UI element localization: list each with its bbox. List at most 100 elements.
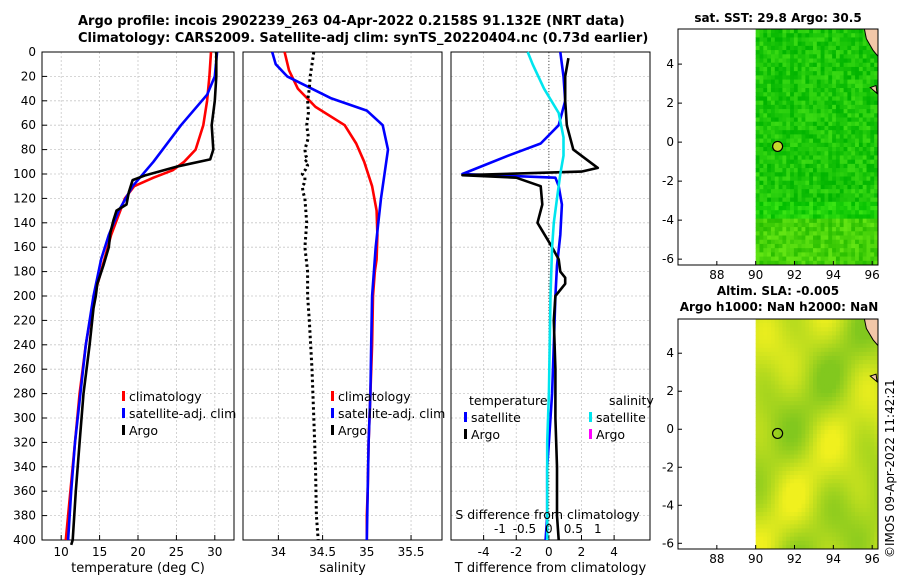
map-cell <box>778 368 783 373</box>
map-cell <box>770 450 776 455</box>
map-cell <box>778 487 783 492</box>
map-cell <box>805 83 810 89</box>
map-cell <box>759 130 764 135</box>
map-cell <box>855 66 860 72</box>
map-cell <box>809 462 814 468</box>
map-cell <box>755 409 760 414</box>
map-cell <box>828 151 833 156</box>
map-cell <box>782 532 787 538</box>
map-cell <box>839 210 844 215</box>
map-cell <box>839 227 844 232</box>
map-cell <box>843 413 848 418</box>
map-cell <box>847 507 852 513</box>
map-cell <box>832 487 837 492</box>
map-cell <box>862 343 867 349</box>
map-cell <box>843 421 848 427</box>
map-cell <box>866 355 871 361</box>
map-cell <box>824 142 829 148</box>
map-cell <box>778 109 783 114</box>
map-cell <box>759 401 764 406</box>
map-cell <box>801 189 806 194</box>
map-cell <box>839 109 844 114</box>
map-cell <box>813 58 818 64</box>
map-cell <box>786 75 791 80</box>
map-cell <box>855 323 860 328</box>
map-cell <box>820 130 825 135</box>
map-cell <box>858 532 864 538</box>
map-cell <box>824 138 829 144</box>
map-cell <box>755 92 760 97</box>
map-cell <box>755 475 760 480</box>
map-cell <box>862 335 867 340</box>
map-cell <box>862 163 867 169</box>
map-cell <box>774 360 779 365</box>
map-cell <box>832 532 837 538</box>
map-cell <box>820 239 825 245</box>
map-cell <box>855 442 860 447</box>
map-cell <box>786 218 791 224</box>
map-cell <box>847 66 852 72</box>
map-cell <box>866 368 871 373</box>
map-cell <box>805 409 810 414</box>
map-cell <box>858 470 864 476</box>
map-cell <box>813 180 818 186</box>
map-cell <box>816 125 822 131</box>
map-cell <box>786 347 791 353</box>
map-cell <box>835 96 841 102</box>
map-cell <box>851 462 856 468</box>
sla-map-subtitle: Argo h1000: NaN h2000: NaN <box>679 300 879 314</box>
map-cell <box>763 75 768 80</box>
map-cell <box>843 155 848 161</box>
map-cell <box>774 29 779 34</box>
map-cell <box>858 421 864 427</box>
map-cell <box>816 388 822 394</box>
map-cell <box>778 351 783 357</box>
map-cell <box>843 487 848 492</box>
map-cell <box>835 442 841 447</box>
map-cell <box>797 163 802 169</box>
map-cell <box>828 172 833 177</box>
map-cell <box>847 503 852 509</box>
map-cell <box>820 429 825 435</box>
map-cell <box>805 516 810 521</box>
map-cell <box>755 256 760 262</box>
map-cell <box>767 134 772 139</box>
map-cell <box>790 83 795 89</box>
map-cell <box>770 446 776 451</box>
map-cell <box>782 197 787 203</box>
legend-label: Argo <box>596 427 625 442</box>
map-cell <box>797 41 802 47</box>
map-cell <box>770 159 776 165</box>
map-cell <box>770 92 776 97</box>
map-cell <box>862 364 867 369</box>
map-cell <box>790 243 795 249</box>
map-cell <box>828 512 833 517</box>
map-cell <box>755 79 760 85</box>
map-cell <box>786 41 791 47</box>
map-cell <box>782 96 787 102</box>
map-cell <box>862 372 867 377</box>
map-cell <box>839 151 844 156</box>
map-cell <box>778 151 783 156</box>
map-cell <box>797 331 802 336</box>
map-cell <box>786 222 791 228</box>
map-cell <box>755 66 760 72</box>
map-cell <box>786 495 791 501</box>
map-cell <box>847 331 852 336</box>
map-cell <box>813 75 818 80</box>
legend-label: Argo <box>471 427 500 442</box>
map-cell <box>843 520 848 525</box>
map-cell <box>809 409 814 414</box>
map-cell <box>870 413 875 418</box>
map-cell <box>793 50 799 55</box>
map-cell <box>816 193 822 198</box>
map-cell <box>763 401 768 406</box>
map-cell <box>763 384 768 390</box>
map-cell <box>797 222 802 228</box>
map-cell <box>767 434 772 439</box>
map-cell <box>767 75 772 80</box>
map-cell <box>832 252 837 257</box>
map-y-tick-label: 2 <box>666 96 674 110</box>
map-cell <box>866 180 871 186</box>
map-cell <box>782 214 787 220</box>
